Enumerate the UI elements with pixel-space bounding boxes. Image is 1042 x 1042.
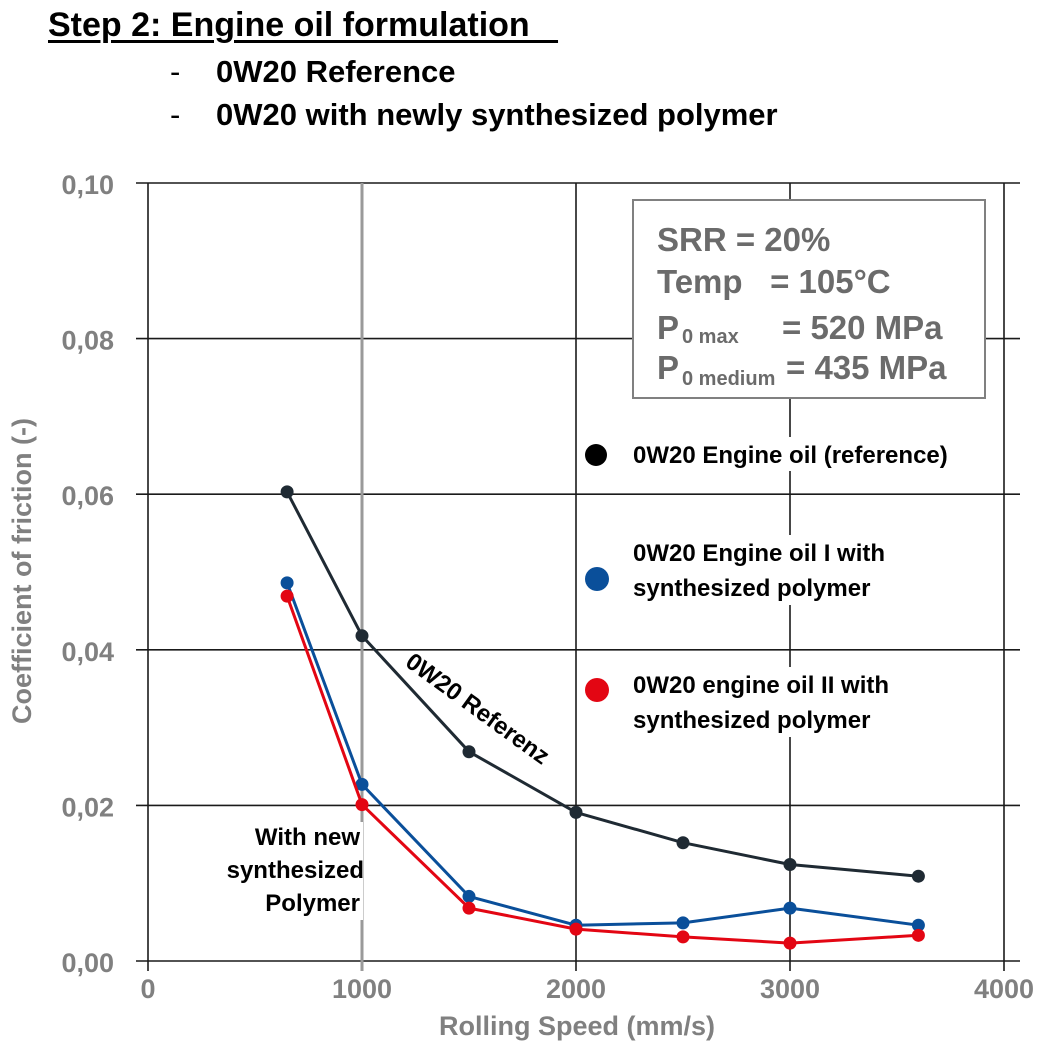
legend-marker-oil-ii [585,678,609,702]
y-tick-label: 0,06 [61,481,114,511]
bullet-text: 0W20 with newly synthesized polymer [216,97,778,132]
chart-legend: 0W20 Engine oil (reference) 0W20 Engine … [585,437,998,737]
polymer-annotation-line2: synthesized [227,857,364,884]
bullet-item-reference: -0W20 Reference [170,54,456,89]
legend-text-oil-ii-line1: 0W20 engine oil II with [633,672,889,699]
polymer-annotation-line1: With new [255,824,360,851]
chart-series [280,485,925,950]
polymer-annotation-background [205,822,363,920]
chart-ticks: 0,00 0,02 0,04 0,06 0,08 0,10 0 1000 2000 3000 400… [61,170,1034,1004]
y-tick-label: 0,04 [61,637,114,667]
legend-text-reference: 0W20 Engine oil (reference) [633,442,948,469]
legend-background [620,437,998,471]
series-line [285,582,919,927]
data-point [911,918,925,932]
y-tick-label: 0,10 [61,170,114,200]
data-point [676,836,690,850]
condition-temp: Temp = 105°C [657,263,891,300]
page-title: Step 2: Engine oil formulation [48,6,559,44]
x-tick-label: 0 [140,974,155,1004]
data-point [280,485,294,499]
conditions-box: SRR = 20% Temp = 105°C P 0 max = 520 MPa… [632,199,986,399]
legend-text-oil-i-line2: synthesized polymer [633,575,870,602]
data-point [355,777,369,791]
data-point [462,745,476,759]
condition-p0med-sub: 0 medium [682,368,775,390]
condition-p0max-value: = 520 MPa [782,309,943,346]
data-point [911,869,925,883]
data-point [911,928,925,942]
condition-srr: SRR = 20% [657,221,830,258]
data-point [462,901,476,915]
x-tick-label: 1000 [332,974,392,1004]
data-point [783,858,797,872]
series-2 [280,589,925,950]
condition-p0med-value: = 435 MPa [786,349,947,386]
series-line [285,595,919,945]
condition-p0max-sub: 0 max [682,326,739,348]
polymer-annotation-line3: Polymer [265,890,360,917]
data-point [462,889,476,903]
series-0 [280,485,925,883]
legend-marker-oil-i [585,567,609,591]
data-point [676,916,690,930]
x-tick-label: 2000 [546,974,606,1004]
reference-curve-annotation: 0W20 Referenz [400,648,554,770]
bullet-item-polymer: -0W20 with newly synthesized polymer [170,97,778,132]
data-point [569,805,583,819]
data-point [280,589,294,603]
condition-p0max-label: P [657,309,679,346]
legend-marker-reference [585,444,607,466]
data-point [569,922,583,936]
legend-background [620,535,920,605]
data-point [355,629,369,643]
data-point [355,798,369,812]
y-tick-label: 0,00 [61,948,114,978]
series-1 [280,576,925,932]
data-point [783,901,797,915]
data-point [676,930,690,944]
data-point [280,576,294,590]
y-tick-label: 0,02 [61,792,114,822]
bullet-text: 0W20 Reference [216,54,456,89]
x-axis-label: Rolling Speed (mm/s) [439,1011,715,1041]
x-tick-label: 4000 [974,974,1034,1004]
polymer-annotation: With new synthesized Polymer [205,822,364,920]
data-point [783,936,797,950]
x-tick-label: 3000 [760,974,820,1004]
legend-text-oil-ii-line2: synthesized polymer [633,707,870,734]
y-axis-label: Coefficient of friction (-) [7,418,37,724]
condition-p0med-label: P [657,349,679,386]
conditions-box-frame [632,199,986,399]
y-tick-label: 0,08 [61,326,114,356]
legend-background [620,667,920,737]
legend-text-oil-i-line1: 0W20 Engine oil I with [633,540,885,567]
